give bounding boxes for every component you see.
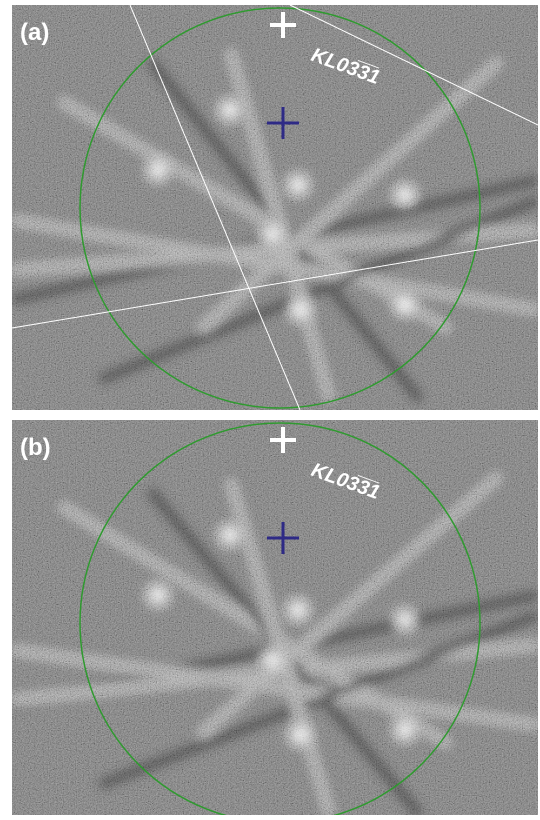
- page: {"panels": [{"label": "(a)", "annotation…: [0, 0, 540, 820]
- figure: (a)KL03̅3̅1(b)KL03̅3̅1: [0, 0, 540, 820]
- panel-label: (b): [20, 434, 51, 461]
- panel: (b)KL03̅3̅1: [12, 420, 538, 820]
- panel-label: (a): [20, 19, 49, 46]
- panel: (a)KL03̅3̅1: [12, 5, 538, 410]
- noise: [12, 420, 538, 815]
